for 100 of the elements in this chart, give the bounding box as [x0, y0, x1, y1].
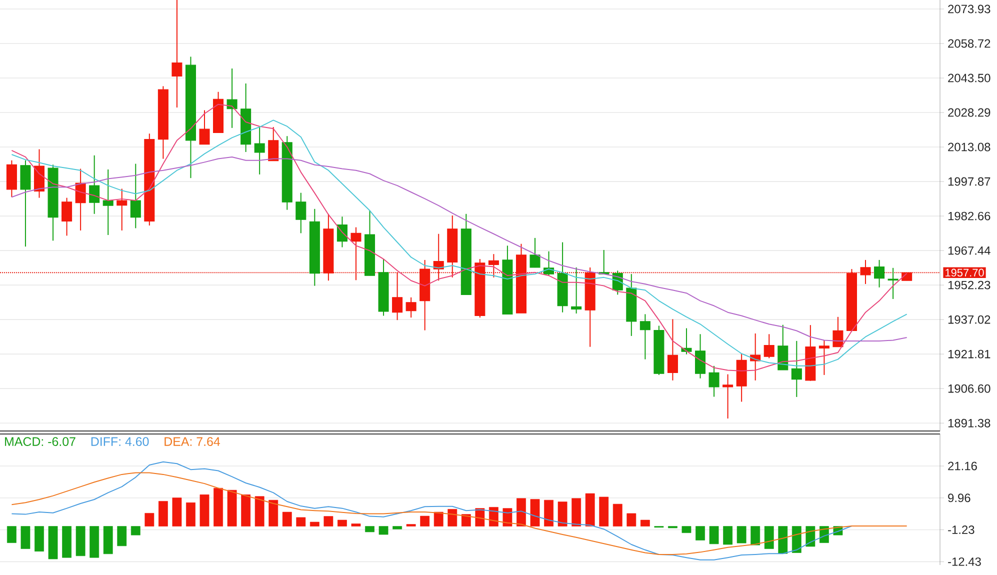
candlestick: [296, 192, 306, 234]
bar: [764, 526, 774, 549]
candlestick: [75, 168, 86, 231]
bar: [158, 501, 168, 526]
y-tick-label: 2073.93: [948, 4, 990, 14]
text: MACD: -6.07: [5, 437, 76, 446]
candlestick: [89, 154, 100, 214]
y-tick-label: -1.23: [948, 526, 974, 534]
bar: [7, 526, 16, 543]
candlestick: [199, 110, 210, 145]
bar: [241, 494, 251, 526]
bar: [378, 526, 388, 535]
bar: [227, 490, 237, 526]
bar: [117, 526, 127, 546]
y-tick-label: 1952.23: [948, 280, 990, 290]
candlestick: [888, 267, 898, 300]
bar: [34, 526, 44, 552]
candlestick: [102, 168, 114, 236]
bar: [434, 512, 444, 526]
candlestick: [406, 296, 416, 318]
bar: [310, 522, 320, 526]
candlestick: [571, 266, 582, 314]
candlestick: [818, 340, 830, 376]
y-tick-label: 1921.81: [948, 350, 990, 358]
bar: [778, 526, 788, 554]
bar: [268, 500, 278, 526]
bar: [420, 516, 430, 526]
bar: [544, 500, 554, 526]
bar: [214, 488, 223, 526]
bar: [186, 502, 196, 526]
bar: [365, 526, 374, 532]
candlestick: [764, 334, 774, 359]
y-tick-label: 1891.38: [948, 418, 990, 428]
candlestick: [667, 318, 678, 381]
bar: [90, 526, 100, 558]
bar: [516, 498, 526, 526]
candlestick: [874, 259, 885, 288]
bar: [736, 526, 746, 544]
bar: [282, 512, 292, 526]
y-tick-label: 1997.87: [948, 177, 990, 186]
bar: [296, 517, 306, 526]
candlestick: [116, 188, 128, 231]
bar: [572, 498, 582, 526]
bar: [172, 498, 182, 526]
bar: [682, 526, 692, 533]
candlestick: [791, 340, 802, 398]
bar: [461, 514, 471, 526]
candlestick: [694, 334, 706, 379]
bar: [558, 502, 568, 526]
bar: [392, 526, 402, 530]
bar: [599, 496, 609, 526]
y-tick-label: 1937.02: [948, 315, 990, 324]
bar: [338, 520, 347, 526]
candlestick: [268, 126, 279, 162]
bar: [62, 526, 72, 558]
candlestick: [254, 126, 265, 175]
bar: [750, 526, 760, 546]
candlestick: [172, 0, 182, 108]
candlestick: [62, 197, 72, 236]
candlestick: [708, 365, 720, 398]
y-tick-label: 2043.50: [948, 74, 990, 82]
candlestick: [530, 237, 540, 268]
bar: [640, 520, 650, 526]
candlestick: [130, 163, 141, 229]
bar: [626, 513, 636, 526]
bar: [448, 509, 458, 526]
ref-line-label: 1957.70: [946, 268, 984, 277]
y-tick-label: 1906.60: [948, 384, 990, 393]
y-tick-label: -12.43: [948, 557, 981, 566]
y-tick-label: 2028.29: [948, 108, 990, 117]
bar: [351, 524, 361, 526]
bar: [792, 526, 802, 553]
bar: [130, 526, 140, 536]
bar: [76, 526, 86, 556]
candlestick: [640, 314, 650, 360]
bar: [530, 499, 540, 526]
bar: [723, 526, 732, 545]
y-tick-label: 9.96: [948, 494, 970, 502]
bar: [48, 526, 58, 560]
bar: [20, 526, 30, 549]
bar: [696, 526, 705, 540]
y-tick-label: 2013.08: [948, 142, 990, 152]
candlestick: [336, 216, 348, 248]
y-tick-label: 1982.66: [948, 212, 990, 220]
bar: [324, 516, 334, 526]
y-tick-label: 1967.44: [948, 246, 990, 255]
bar: [709, 526, 719, 544]
bar: [612, 504, 622, 526]
y-tick-label: 2058.72: [948, 39, 990, 48]
candlestick: [832, 316, 844, 348]
bar: [254, 496, 264, 526]
bar: [585, 493, 595, 526]
bar: [200, 494, 210, 526]
series-label: DIFF: 4.60: [91, 437, 149, 446]
line-series: [11, 461, 852, 560]
candlestick: [722, 374, 734, 420]
y-tick-label: 21.16: [948, 462, 977, 470]
bar: [103, 526, 113, 554]
text: DEA: 7.64: [164, 437, 220, 446]
bar: [144, 513, 154, 526]
